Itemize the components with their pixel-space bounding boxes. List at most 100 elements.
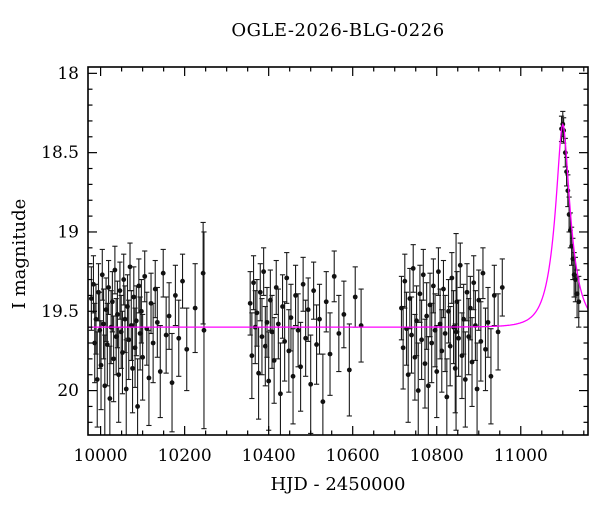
y-tick-label: 18.5 bbox=[41, 143, 79, 163]
data-point bbox=[271, 358, 277, 363]
data-point bbox=[491, 293, 497, 298]
y-tick-label: 19.5 bbox=[41, 302, 79, 322]
data-point bbox=[249, 353, 255, 359]
data-point bbox=[120, 350, 125, 355]
data-point bbox=[290, 373, 296, 379]
data-point bbox=[284, 275, 290, 281]
x-tick-label: 10600 bbox=[326, 446, 380, 466]
data-point bbox=[415, 388, 421, 393]
data-point bbox=[280, 304, 285, 309]
data-point bbox=[572, 277, 578, 282]
data-point bbox=[136, 283, 142, 289]
data-point bbox=[499, 285, 505, 290]
data-point bbox=[469, 359, 475, 365]
data-point bbox=[135, 404, 140, 409]
data-point bbox=[303, 335, 309, 341]
data-point bbox=[444, 394, 450, 400]
data-point bbox=[570, 256, 576, 262]
data-point bbox=[266, 378, 272, 384]
data-point bbox=[456, 335, 461, 341]
data-point bbox=[192, 305, 198, 311]
data-point bbox=[430, 283, 436, 289]
data-point bbox=[96, 289, 101, 295]
data-point bbox=[122, 316, 128, 322]
data-point bbox=[571, 272, 577, 278]
data-point bbox=[142, 273, 148, 279]
plot-frame bbox=[87, 66, 589, 436]
data-point bbox=[125, 304, 130, 309]
data-point bbox=[146, 375, 152, 381]
data-point bbox=[115, 312, 120, 317]
data-point bbox=[474, 386, 480, 392]
x-tick-label: 10000 bbox=[74, 446, 128, 466]
data-point bbox=[414, 318, 419, 324]
error-bars bbox=[88, 110, 582, 435]
data-point bbox=[116, 372, 122, 378]
data-point bbox=[273, 285, 279, 290]
data-point bbox=[288, 315, 294, 321]
data-point bbox=[311, 288, 317, 294]
data-point bbox=[275, 321, 281, 327]
data-point bbox=[112, 267, 118, 273]
data-point bbox=[320, 399, 326, 405]
data-point bbox=[483, 346, 488, 352]
data-point bbox=[152, 286, 158, 292]
data-point bbox=[154, 319, 160, 325]
data-point bbox=[449, 275, 455, 281]
data-point bbox=[140, 354, 146, 360]
data-point bbox=[123, 386, 129, 392]
data-point bbox=[160, 270, 166, 276]
y-tick-label: 20 bbox=[57, 381, 79, 401]
data-point bbox=[417, 291, 423, 297]
data-point bbox=[121, 277, 127, 282]
data-point bbox=[454, 299, 460, 305]
data-point bbox=[111, 356, 117, 362]
data-point bbox=[91, 281, 96, 287]
data-point bbox=[103, 307, 109, 313]
data-point bbox=[434, 369, 440, 374]
data-point bbox=[117, 288, 123, 294]
data-point bbox=[485, 319, 491, 325]
data-point bbox=[405, 372, 411, 378]
data-point bbox=[267, 297, 273, 303]
data-point bbox=[257, 289, 263, 295]
data-point bbox=[102, 383, 108, 389]
data-point bbox=[282, 339, 288, 344]
data-point bbox=[293, 293, 298, 298]
data-point bbox=[97, 327, 103, 333]
data-point bbox=[130, 365, 135, 371]
data-point bbox=[251, 280, 256, 286]
data-point bbox=[495, 329, 501, 335]
data-point bbox=[476, 297, 482, 303]
data-point bbox=[576, 299, 582, 305]
axis-ticks bbox=[88, 67, 588, 435]
data-point bbox=[148, 300, 154, 306]
data-point bbox=[254, 310, 260, 316]
data-point bbox=[464, 289, 470, 295]
data-point bbox=[94, 377, 100, 382]
data-point bbox=[429, 340, 435, 346]
data-point bbox=[346, 367, 352, 373]
data-point bbox=[172, 293, 178, 298]
data-point bbox=[92, 340, 98, 346]
data-point bbox=[452, 365, 458, 371]
data-point bbox=[201, 327, 207, 333]
data-point bbox=[262, 343, 268, 349]
data-point bbox=[480, 270, 486, 276]
data-point bbox=[352, 294, 358, 300]
plot-title: OGLE-2026-BLG-0226 bbox=[231, 20, 445, 41]
data-point bbox=[131, 294, 137, 300]
data-point bbox=[409, 332, 414, 338]
data-point bbox=[399, 305, 404, 311]
data-point bbox=[133, 318, 139, 324]
data-point bbox=[331, 273, 337, 279]
data-point bbox=[447, 343, 453, 349]
x-tick-label: 10200 bbox=[158, 446, 212, 466]
model-curve bbox=[88, 122, 588, 328]
data-point bbox=[308, 381, 314, 387]
data-point bbox=[169, 380, 175, 386]
y-tick-label: 18 bbox=[57, 64, 79, 84]
data-point bbox=[247, 300, 253, 306]
data-point bbox=[402, 278, 408, 284]
